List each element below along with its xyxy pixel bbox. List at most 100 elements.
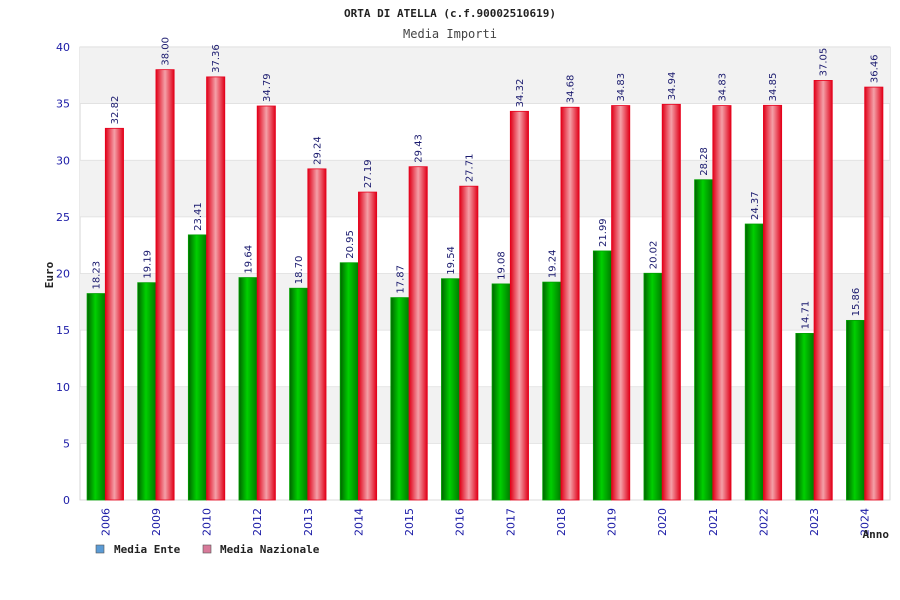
data-label: 38.00: [161, 37, 172, 66]
data-label: 19.24: [547, 249, 558, 278]
bar-media-nazionale-2013: [307, 168, 327, 501]
x-tick-label: 2012: [251, 508, 264, 536]
bar-media-ente-2010: [187, 234, 207, 501]
x-tick-label: 2020: [656, 508, 669, 536]
y-tick-labels: 0 5 10 15 20 25 30 35 40: [56, 41, 70, 507]
x-tick-label: 2019: [606, 508, 619, 536]
x-tick-label: 2014: [352, 508, 365, 536]
x-tick-label: 2024: [859, 508, 872, 536]
bar-media-ente-2024: [846, 319, 866, 501]
data-label: 37.36: [211, 44, 222, 73]
bar-media-ente-2023: [795, 333, 815, 501]
data-label: 19.19: [142, 250, 153, 279]
x-tick-label: 2010: [201, 508, 214, 536]
y-axis-label: Euro: [43, 261, 56, 288]
bar-media-nazionale-2024: [864, 86, 884, 501]
bar-media-ente-2014: [339, 262, 359, 501]
bar-media-ente-2016: [441, 278, 461, 501]
bar-media-nazionale-2021: [712, 105, 732, 501]
data-label: 32.82: [110, 96, 121, 125]
y-tick-label: 0: [63, 494, 70, 507]
x-tick-label: 2017: [504, 508, 517, 536]
bar-media-ente-2013: [289, 287, 309, 501]
y-tick-label: 30: [56, 154, 70, 167]
y-tick-label: 35: [56, 98, 70, 111]
bar-media-nazionale-2010: [206, 76, 226, 501]
bar-media-nazionale-2006: [104, 127, 124, 501]
data-label: 34.83: [616, 73, 627, 102]
bar-media-nazionale-2015: [408, 166, 428, 501]
legend-label: Media Ente: [114, 543, 181, 556]
data-label: 19.54: [446, 246, 457, 275]
bar-media-ente-2018: [542, 281, 562, 501]
bar-media-ente-2022: [744, 223, 764, 501]
data-label: 14.71: [800, 301, 811, 330]
data-label: 18.70: [294, 256, 305, 285]
bar-media-nazionale-2022: [763, 104, 783, 501]
data-label: 17.87: [395, 265, 406, 294]
data-label: 24.37: [750, 191, 761, 220]
y-tick-label: 40: [56, 41, 70, 54]
chart-title: ORTA DI ATELLA (c.f.90002510619): [344, 7, 556, 20]
data-label: 34.79: [262, 73, 273, 102]
bars: [86, 69, 884, 501]
x-tick-label: 2023: [808, 508, 821, 536]
y-tick-label: 25: [56, 211, 70, 224]
bar-media-ente-2020: [643, 272, 663, 501]
data-label: 23.41: [193, 202, 204, 231]
x-axis-label: Anno: [863, 528, 890, 541]
data-label: 20.95: [345, 230, 356, 259]
bar-media-ente-2009: [137, 282, 157, 501]
data-label: 36.46: [869, 54, 880, 83]
data-label: 34.32: [515, 79, 526, 108]
data-label: 28.28: [699, 147, 710, 176]
y-tick-label: 20: [56, 268, 70, 281]
data-label: 19.64: [244, 245, 255, 274]
bar-media-nazionale-2012: [256, 105, 276, 501]
x-tick-label: 2009: [150, 508, 163, 536]
x-tick-label: 2022: [757, 508, 770, 536]
legend-item-media-ente: Media Ente: [95, 543, 181, 556]
x-tick-label: 2018: [555, 508, 568, 536]
bar-media-ente-2012: [238, 277, 258, 501]
legend-label: Media Nazionale: [220, 543, 320, 556]
x-tick-label: 2015: [403, 508, 416, 536]
data-label: 34.94: [667, 72, 678, 101]
data-label: 34.85: [768, 73, 779, 102]
legend: Media Ente Media Nazionale: [95, 543, 320, 556]
data-label: 18.23: [92, 261, 103, 290]
bar-media-nazionale-2018: [560, 106, 580, 501]
y-tick-label: 10: [56, 381, 70, 394]
bar-media-nazionale-2016: [459, 185, 479, 501]
bar-media-ente-2015: [390, 297, 410, 501]
bar-media-nazionale-2014: [358, 191, 378, 501]
y-tick-label: 15: [56, 324, 70, 337]
bar-media-nazionale-2017: [509, 110, 529, 501]
legend-item-media-nazionale: Media Nazionale: [202, 543, 320, 556]
data-label: 27.19: [363, 159, 374, 188]
data-label: 29.24: [312, 136, 323, 165]
bar-media-nazionale-2020: [661, 103, 681, 501]
x-tick-label: 2013: [302, 508, 315, 536]
data-labels: 18.23 32.82 19.19 38.00 23.41 37.36 19.64 34.79…: [92, 37, 881, 329]
data-label: 15.86: [851, 288, 862, 317]
bar-media-ente-2017: [491, 283, 511, 501]
data-label: 34.83: [717, 73, 728, 102]
chart-subtitle: Media Importi: [403, 27, 497, 41]
bar-media-ente-2019: [592, 250, 612, 501]
x-tick-label: 2006: [99, 508, 112, 536]
bar-media-nazionale-2019: [611, 105, 631, 501]
bar-media-nazionale-2023: [813, 80, 833, 501]
x-tick-label: 2016: [454, 508, 467, 536]
bar-media-ente-2021: [694, 179, 714, 501]
legend-swatch: [95, 544, 105, 554]
data-label: 27.71: [464, 154, 475, 183]
bar-media-nazionale-2009: [155, 69, 175, 501]
x-tick-label: 2021: [707, 508, 720, 536]
data-label: 19.08: [497, 251, 508, 280]
data-label: 34.68: [566, 75, 577, 104]
data-label: 21.99: [598, 218, 609, 247]
bar-media-ente-2006: [86, 293, 106, 501]
data-label: 37.05: [819, 48, 830, 77]
